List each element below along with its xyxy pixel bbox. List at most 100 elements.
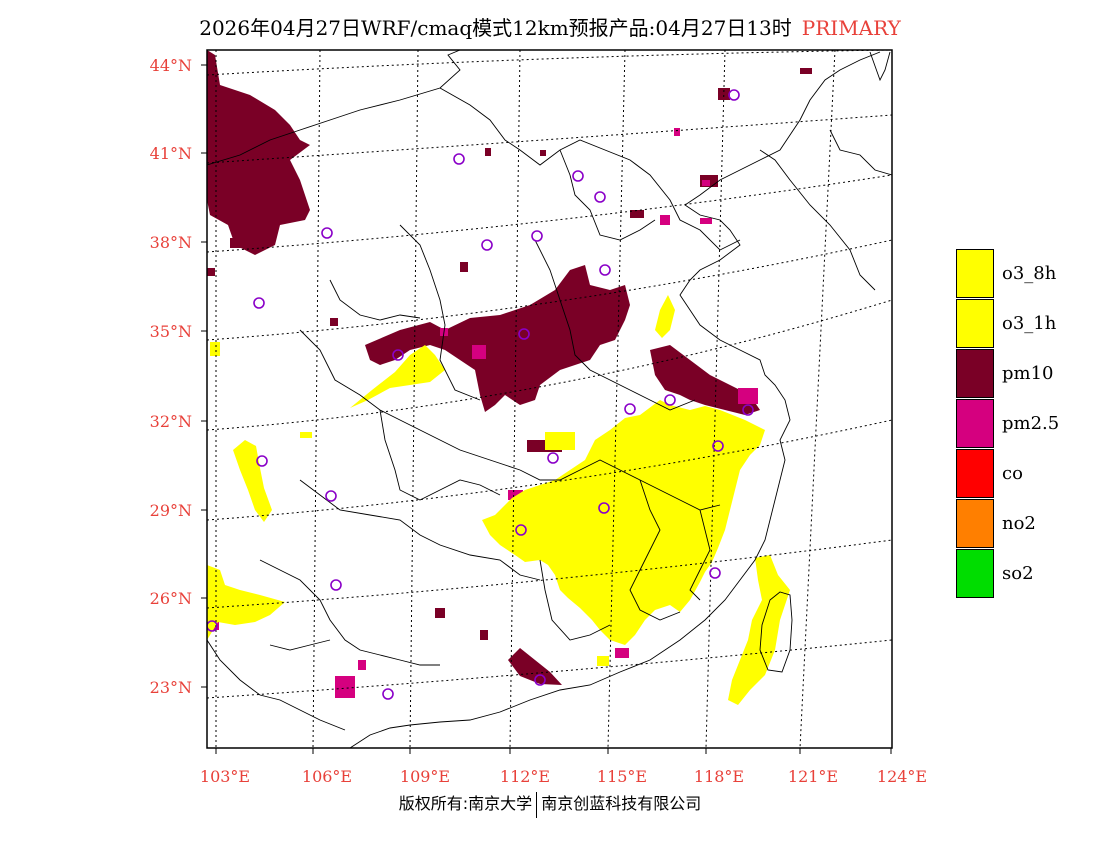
graticule-line: [207, 639, 892, 699]
o3-regions: [207, 295, 790, 705]
legend-item-so2: so2: [956, 549, 1096, 599]
pm10-spot: [480, 630, 488, 640]
boundary: [629, 479, 681, 621]
map-area: [207, 50, 892, 748]
copyright-text: 版权所有:南京大学: [398, 794, 533, 813]
city-marker: [742, 404, 754, 416]
boundary: [539, 559, 611, 641]
boundary: [759, 591, 793, 673]
graticule-line: [207, 114, 892, 164]
legend-swatch: [956, 449, 994, 498]
pm10-region-south: [508, 648, 562, 685]
graticule-line: [409, 50, 419, 748]
city-marker: [664, 394, 676, 406]
axis-ticks: [201, 64, 892, 754]
pm25-spot: [700, 218, 712, 224]
boundary: [534, 239, 696, 411]
boundary: [559, 149, 656, 241]
legend-swatch: [956, 349, 994, 398]
pm25-spot: [615, 648, 629, 658]
pm10-spot: [435, 608, 445, 618]
pm10-spot: [718, 88, 730, 100]
boundary: [269, 639, 331, 651]
graticule-line: [607, 50, 626, 748]
lon-label-106: 106°E: [302, 767, 352, 786]
city-marker: [253, 297, 265, 309]
graticule-line: [207, 539, 892, 609]
legend-item-pm10: pm10: [956, 349, 1096, 399]
graticule-line: [312, 50, 321, 748]
lat-label-32: 32°N: [150, 412, 192, 431]
boundary: [299, 479, 541, 581]
city-marker: [330, 579, 342, 591]
lat-label-44: 44°N: [150, 56, 192, 75]
pm10-regions: [207, 50, 812, 685]
lat-label-41: 41°N: [150, 144, 192, 163]
title-text: 2026年04月27日WRF/cmaq模式12km预报产品:04月27日13时: [199, 16, 792, 40]
legend-item-o3-1h: o3_1h: [956, 299, 1096, 349]
copyright-footer: 版权所有:南京大学 南京创蓝科技有限公司: [0, 790, 1100, 818]
graticule-line: [509, 50, 521, 748]
o3-region-weihe: [350, 345, 445, 408]
lat-label-38: 38°N: [150, 233, 192, 252]
graticule-line: [799, 50, 836, 748]
pm10-spot: [800, 68, 812, 74]
city-marker: [547, 452, 559, 464]
graticule-line: [705, 50, 726, 748]
lon-label-115: 115°E: [597, 767, 647, 786]
pm25-spot: [660, 215, 670, 225]
pm10-region-north: [207, 50, 310, 255]
legend-label: pm2.5: [1002, 413, 1060, 434]
footer-separator: [536, 791, 538, 818]
city-marker: [207, 620, 218, 632]
lon-label-109: 109°E: [400, 767, 450, 786]
graticule: [207, 50, 892, 748]
legend-swatch: [956, 249, 994, 298]
city-marker: [515, 524, 527, 536]
city-marker: [599, 264, 611, 276]
lat-label-23: 23°N: [150, 678, 192, 697]
city-marker: [572, 170, 584, 182]
o3-spot: [597, 656, 609, 666]
lat-label-35: 35°N: [150, 322, 192, 341]
legend-item-no2: no2: [956, 499, 1096, 549]
boundary: [329, 279, 421, 321]
lon-label-112: 112°E: [500, 767, 550, 786]
o3-spot: [545, 432, 575, 450]
legend-swatch: [956, 399, 994, 448]
map-frame: [206, 49, 893, 749]
city-marker: [531, 230, 543, 242]
pm25-spot: [472, 345, 486, 359]
pm25-spot: [358, 660, 366, 670]
lon-label-118: 118°E: [694, 767, 744, 786]
pm10-spot: [485, 148, 491, 156]
city-marker: [453, 153, 465, 165]
o3-region-west: [207, 565, 285, 640]
city-marker: [325, 490, 337, 502]
pm10-spot: [230, 238, 242, 248]
legend-swatch: [956, 299, 994, 348]
boundary: [439, 87, 741, 251]
legend-label: no2: [1002, 513, 1036, 534]
lat-label-29: 29°N: [150, 501, 192, 520]
boundary: [299, 329, 521, 471]
boundary: [207, 50, 461, 166]
pm25-spot: [702, 180, 710, 186]
boundary: [519, 459, 721, 511]
legend-label: pm10: [1002, 363, 1054, 384]
o3-spot: [210, 342, 220, 356]
pm25-spot: [335, 676, 355, 698]
lon-label-103: 103°E: [200, 767, 250, 786]
graticule-line: [207, 174, 892, 253]
city-marker: [382, 688, 394, 700]
lon-label-121: 121°E: [788, 767, 838, 786]
o3-region-sichuan: [233, 440, 272, 522]
map-title: 2026年04月27日WRF/cmaq模式12km预报产品:04月27日13时 P…: [0, 12, 1100, 41]
boundary: [829, 129, 892, 176]
city-marker: [534, 674, 546, 686]
boundary: [379, 409, 501, 501]
legend-item-o3-8h: o3_8h: [956, 249, 1096, 299]
primary-label: PRIMARY: [801, 16, 901, 40]
city-marker: [256, 455, 268, 467]
